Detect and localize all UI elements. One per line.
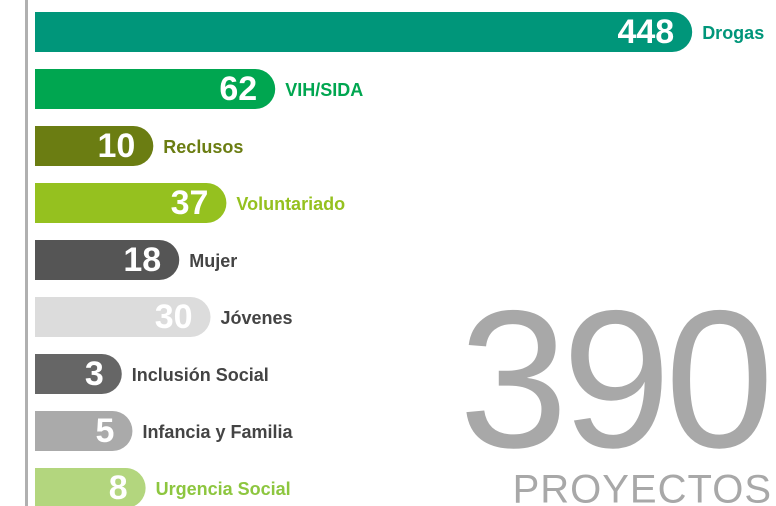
category-label: Drogas (702, 23, 764, 43)
bar (35, 411, 133, 452)
value-label: 62 (219, 70, 257, 108)
value-label: 37 (171, 184, 209, 222)
value-label: 5 (96, 412, 115, 450)
value-label: 30 (155, 298, 193, 336)
bar (35, 69, 276, 110)
bar (35, 12, 693, 53)
category-label: Reclusos (163, 137, 243, 157)
category-label: Voluntariado (236, 194, 345, 214)
bar (35, 126, 154, 166)
category-label: Inclusión Social (132, 365, 269, 385)
value-label: 3 (85, 355, 104, 393)
bar (35, 183, 227, 223)
category-label: Mujer (189, 251, 237, 271)
axis-line (25, 0, 28, 506)
value-label: 448 (617, 13, 674, 51)
category-label: VIH/SIDA (285, 80, 363, 100)
bar (35, 468, 146, 506)
total-label: PROYECTOS (513, 468, 772, 506)
category-label: Infancia y Familia (142, 422, 293, 442)
bar (35, 297, 211, 337)
total: 390 (459, 270, 768, 489)
bar (35, 240, 180, 280)
value-label: 8 (109, 469, 128, 506)
category-label: Jóvenes (221, 308, 293, 328)
value-label: 18 (123, 241, 161, 279)
bar (35, 354, 122, 394)
value-label: 10 (97, 127, 135, 165)
category-label: Urgencia Social (156, 479, 291, 499)
